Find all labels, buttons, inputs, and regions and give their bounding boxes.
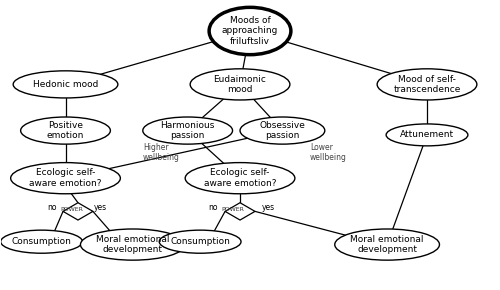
Text: yes: yes <box>94 202 107 211</box>
Text: Obsessive
passion: Obsessive passion <box>260 121 306 140</box>
Polygon shape <box>225 203 255 220</box>
Text: Higher
wellbeing: Higher wellbeing <box>143 143 180 162</box>
Text: POWER: POWER <box>221 207 244 212</box>
Text: Consumption: Consumption <box>170 237 230 246</box>
Ellipse shape <box>13 71 118 98</box>
Text: Moral emotional
development: Moral emotional development <box>350 235 424 254</box>
Ellipse shape <box>240 117 325 144</box>
Polygon shape <box>63 203 93 220</box>
Ellipse shape <box>209 7 291 55</box>
Ellipse shape <box>0 230 82 253</box>
Text: Positive
emotion: Positive emotion <box>47 121 84 140</box>
Ellipse shape <box>377 69 477 100</box>
Text: Lower
wellbeing: Lower wellbeing <box>310 143 346 162</box>
Ellipse shape <box>335 229 440 260</box>
Ellipse shape <box>185 163 295 194</box>
Ellipse shape <box>160 230 241 253</box>
Ellipse shape <box>10 163 120 194</box>
Text: Hedonic mood: Hedonic mood <box>33 80 98 89</box>
Text: Ecologic self-
aware emotion?: Ecologic self- aware emotion? <box>204 168 277 188</box>
Text: Eudaimonic
mood: Eudaimonic mood <box>214 75 266 94</box>
Text: yes: yes <box>262 202 275 211</box>
Text: Harmonious
passion: Harmonious passion <box>160 121 215 140</box>
Text: POWER: POWER <box>60 207 84 212</box>
Ellipse shape <box>80 229 185 260</box>
Text: Attunement: Attunement <box>400 130 454 139</box>
Text: Moral emotional
development: Moral emotional development <box>96 235 170 254</box>
Ellipse shape <box>143 117 233 144</box>
Text: Moods of
approaching
friluftsliv: Moods of approaching friluftsliv <box>222 16 278 46</box>
Text: Mood of self-
transcendence: Mood of self- transcendence <box>394 75 460 94</box>
Text: no: no <box>208 202 218 211</box>
Ellipse shape <box>190 69 290 100</box>
Text: Consumption: Consumption <box>12 237 72 246</box>
Ellipse shape <box>20 117 110 144</box>
Text: Ecologic self-
aware emotion?: Ecologic self- aware emotion? <box>30 168 102 188</box>
Ellipse shape <box>386 124 468 146</box>
Text: no: no <box>47 202 56 211</box>
